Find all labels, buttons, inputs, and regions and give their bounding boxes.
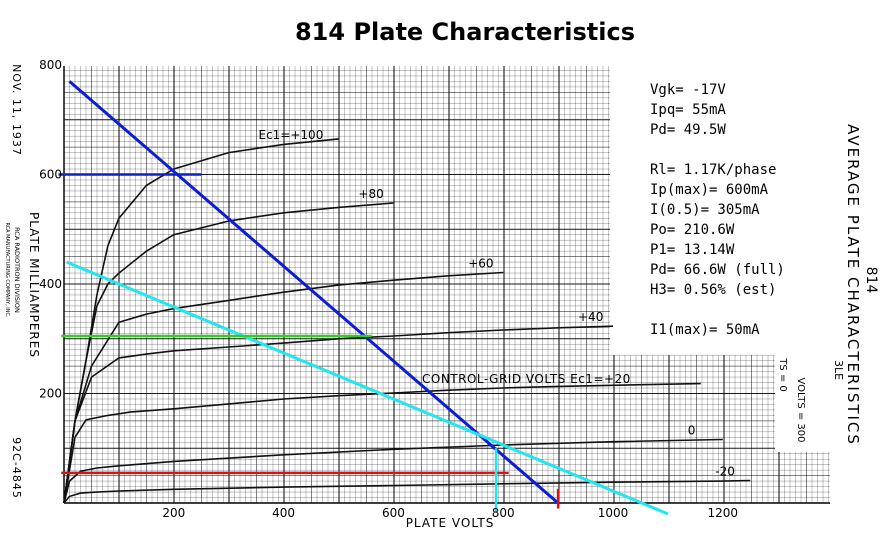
y-tick-label: 200	[39, 387, 62, 401]
curve-6	[63, 438, 723, 504]
x-tick-label: 400	[272, 506, 295, 520]
company-line-1: RCA RADIOTRON DIVISION	[13, 227, 21, 313]
y-tick-label: 400	[39, 277, 62, 291]
x-tick-label: 800	[492, 506, 515, 520]
x-tick-label: 1000	[598, 506, 629, 520]
annotation-line: Rl= 1.17K/phase	[650, 162, 776, 178]
curve-label: +60	[468, 257, 493, 271]
curve-7	[63, 479, 751, 504]
plot-grid	[63, 66, 830, 504]
curve-label: +80	[358, 187, 383, 201]
operating-point-annotations: Vgk= -17V Ipq= 55mA Pd= 49.5W Rl= 1.17K/pha…	[650, 82, 785, 338]
annotation-line: Ipq= 55mA	[650, 102, 726, 118]
curve-label: +40	[578, 310, 603, 324]
x-axis-label: PLATE VOLTS	[406, 516, 495, 530]
annotation-line: H3= 0.56% (est)	[650, 282, 776, 298]
curve-label: 0	[688, 423, 696, 437]
x-tick-label: 1200	[708, 506, 739, 520]
curve-3	[63, 271, 504, 504]
drawing-number: 92C-4845	[10, 437, 23, 499]
annotation-line: I(0.5)= 305mA	[650, 202, 760, 218]
y-axis-label: PLATE MILLIAMPERES	[27, 212, 41, 358]
curve-4	[63, 325, 614, 504]
x-tick-label: 600	[382, 506, 405, 520]
curve-labels: Ec1=+100 +80 +60 +40 0 -20	[259, 128, 735, 479]
annotation-line: Po= 210.6W	[650, 222, 735, 238]
date-text: NOV. 11, 1937	[10, 64, 23, 156]
conditions-line-1: VOLTS = 300	[795, 377, 806, 442]
annotation-line: P1= 13.14W	[650, 242, 735, 258]
overlay-line	[66, 260, 669, 516]
load-lines	[58, 80, 669, 516]
curve-label: Ec1=+100	[259, 128, 324, 142]
y-tick-label: 800	[39, 58, 62, 72]
annotation-line: Pd= 66.6W (full)	[650, 262, 785, 278]
grid-legend-label: CONTROL-GRID VOLTS Ec1=+20	[422, 372, 631, 386]
axis-ticks: 200 400 600 800 1000 1200 200 400 600 800	[39, 58, 738, 520]
overlay-line	[68, 80, 560, 505]
side-title: AVERAGE PLATE CHARACTERISTICS	[844, 124, 862, 446]
curve-5	[63, 382, 701, 504]
side-title-number: 814	[863, 267, 879, 294]
annotation-line: Vgk= -17V	[650, 82, 726, 98]
annotation-line: I1(max)= 50mA	[650, 322, 760, 338]
annotation-line: Ip(max)= 600mA	[650, 182, 769, 198]
cut-label: 3LE	[832, 360, 845, 380]
y-tick-label: 600	[39, 168, 62, 182]
x-tick-label: 200	[162, 506, 185, 520]
company-line-2: RCA MANUFACTURING COMPANY, INC.	[4, 222, 10, 318]
curve-2	[63, 202, 394, 504]
annotation-line: Pd= 49.5W	[650, 122, 726, 138]
conditions-line-2: TS = 0	[777, 357, 788, 392]
plate-curves	[63, 138, 751, 504]
chart-title: 814 Plate Characteristics	[295, 18, 635, 46]
curve-label: -20	[715, 465, 735, 479]
